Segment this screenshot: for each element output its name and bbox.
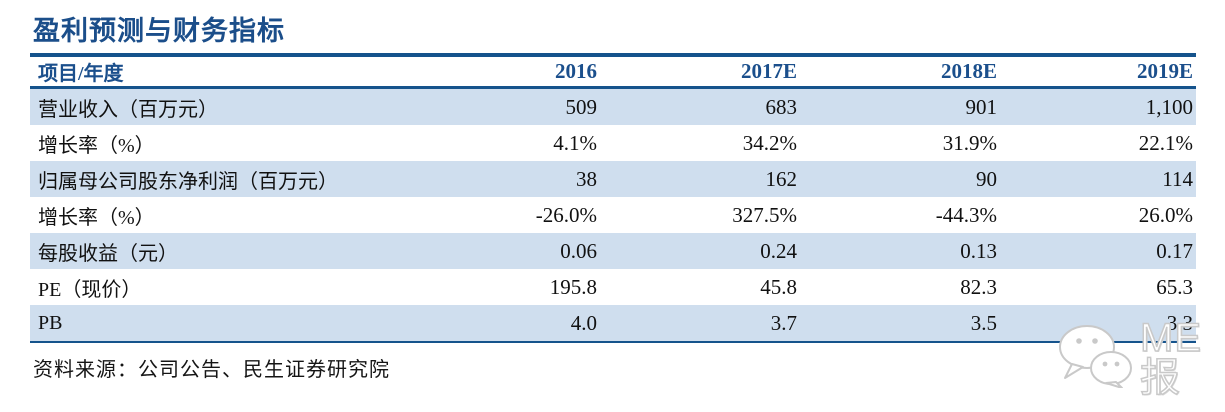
- row-label: 增长率（%）: [38, 206, 155, 229]
- cell-value: 0.13: [960, 238, 997, 263]
- cell-value: 3.7: [600, 305, 800, 343]
- table-row: 每股收益（元） 0.06 0.24 0.13 0.17: [30, 233, 1196, 269]
- cell-value: 4.1%: [553, 130, 597, 155]
- cell-value: 195.8: [549, 274, 597, 299]
- cell-value: 45.8: [760, 274, 797, 299]
- column-header-2018e: 2018E: [800, 55, 1000, 89]
- cell-value: 31.9%: [942, 130, 997, 155]
- cell-value: 65.3: [1156, 274, 1193, 299]
- source-note: 资料来源：公司公告、民生证券研究院: [33, 359, 390, 381]
- cell-value: 38: [576, 166, 597, 191]
- cell-value: 1,100: [1145, 94, 1193, 119]
- column-header-item-year: 项目/年度: [30, 55, 404, 89]
- cell-value: -26.0%: [535, 202, 597, 227]
- page-title: 盈利预测与财务指标: [33, 16, 285, 46]
- table-row: 归属母公司股东净利润（百万元） 38 162 90 114: [30, 161, 1196, 197]
- cell-value: 0.06: [560, 238, 597, 263]
- column-header-2016: 2016: [404, 55, 600, 89]
- cell-value: 0.24: [760, 238, 797, 263]
- cell-value: 90: [976, 166, 997, 191]
- row-label: PE（现价）: [38, 278, 142, 301]
- cell-value: 683: [765, 94, 798, 119]
- table-header-row: 项目/年度 2016 2017E 2018E 2019E: [30, 55, 1196, 89]
- cell-value: 4.0: [404, 305, 600, 343]
- table-row: PE（现价） 195.8 45.8 82.3 65.3: [30, 269, 1196, 305]
- financial-indicators-table: 项目/年度 2016 2017E 2018E 2019E 营业收入（百万元） 5…: [30, 53, 1196, 343]
- row-label: 营业收入（百万元）: [38, 98, 218, 121]
- row-label: 每股收益（元）: [38, 242, 178, 265]
- cell-value: 509: [565, 94, 598, 119]
- cell-value: 0.17: [1156, 238, 1193, 263]
- row-label: PB: [30, 305, 404, 343]
- table-row: PB 4.0 3.7 3.5 3.3: [30, 305, 1196, 343]
- cell-value: 162: [765, 166, 798, 191]
- column-header-2019e: 2019E: [1000, 55, 1196, 89]
- cell-value: 3.5: [800, 305, 1000, 343]
- table-row: 增长率（%） -26.0% 327.5% -44.3% 26.0%: [30, 197, 1196, 233]
- cell-value: 3.3: [1000, 305, 1196, 343]
- cell-value: 327.5%: [732, 202, 797, 227]
- cell-value: 34.2%: [742, 130, 797, 155]
- cell-value: 22.1%: [1138, 130, 1193, 155]
- row-label: 归属母公司股东净利润（百万元）: [38, 170, 338, 193]
- cell-value: -44.3%: [935, 202, 997, 227]
- row-label: 增长率（%）: [38, 134, 155, 157]
- table-section: 盈利预测与财务指标 项目/年度 2016 2017E 2018E 2019E 营…: [30, 0, 1196, 382]
- column-header-2017e: 2017E: [600, 55, 800, 89]
- cell-value: 901: [965, 94, 998, 119]
- cell-value: 26.0%: [1138, 202, 1193, 227]
- cell-value: 114: [1162, 166, 1193, 191]
- table-row: 增长率（%） 4.1% 34.2% 31.9% 22.1%: [30, 125, 1196, 161]
- table-row: 营业收入（百万元） 509 683 901 1,100: [30, 87, 1196, 125]
- cell-value: 82.3: [960, 274, 997, 299]
